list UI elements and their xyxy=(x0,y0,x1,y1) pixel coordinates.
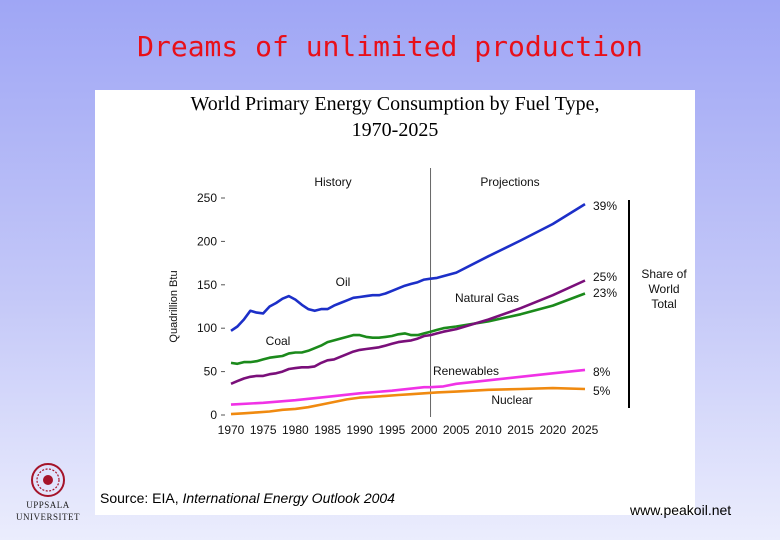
x-tick-label: 1985 xyxy=(314,423,341,437)
logo-line-2: UNIVERSITET xyxy=(16,512,80,522)
y-axis-label: Quadrillion Btu xyxy=(168,270,180,342)
projections-label: Projections xyxy=(480,175,539,189)
x-tick-label: 2025 xyxy=(572,423,599,437)
share-of-world-label: Total xyxy=(651,297,676,311)
series-label-oil: Oil xyxy=(336,275,351,289)
history-label: History xyxy=(314,175,351,189)
share-label-oil: 39% xyxy=(593,199,617,213)
series-line-natural-gas xyxy=(230,279,586,385)
uppsala-university-seal-icon xyxy=(31,463,65,497)
source-prefix: Source: EIA, xyxy=(100,490,182,506)
share-of-world-label: Share of xyxy=(641,267,687,281)
chart-title-line-1: World Primary Energy Consumption by Fuel… xyxy=(190,93,599,115)
x-tick-label: 1980 xyxy=(282,423,309,437)
source-title: International Energy Outlook 2004 xyxy=(182,490,395,506)
y-tick-label: 50 xyxy=(204,365,218,379)
x-tick-label: 2015 xyxy=(507,423,534,437)
x-tick-label: 1970 xyxy=(218,423,245,437)
share-label-coal: 23% xyxy=(593,286,617,300)
y-tick-label: 100 xyxy=(197,321,217,335)
series-line-coal xyxy=(230,292,586,366)
logo-line-1: UPPSALA xyxy=(26,500,70,510)
y-tick-label: 150 xyxy=(197,278,217,292)
series-line-oil xyxy=(230,202,586,332)
website-label: www.peakoil.net xyxy=(630,502,732,518)
y-tick-label: 250 xyxy=(197,191,217,205)
energy-consumption-chart: World Primary Energy Consumption by Fuel… xyxy=(100,93,687,506)
y-tick-label: 0 xyxy=(210,408,217,422)
chart-panel: World Primary Energy Consumption by Fuel… xyxy=(95,90,695,515)
series-line-nuclear xyxy=(230,386,586,416)
x-tick-label: 2020 xyxy=(539,423,566,437)
y-tick-label: 200 xyxy=(197,234,217,248)
x-tick-label: 2010 xyxy=(475,423,502,437)
source-note: Source: EIA, International Energy Outloo… xyxy=(100,490,395,506)
x-tick-label: 1995 xyxy=(379,423,406,437)
series-label-renewables: Renewables xyxy=(433,364,499,378)
series-label-nuclear: Nuclear xyxy=(491,393,532,407)
share-label-renewables: 8% xyxy=(593,365,611,379)
x-tick-label: 1990 xyxy=(346,423,373,437)
share-label-nuclear: 5% xyxy=(593,384,611,398)
x-tick-label: 1975 xyxy=(250,423,277,437)
share-label-natural-gas: 25% xyxy=(593,270,617,284)
x-tick-label: 2000 xyxy=(411,423,438,437)
slide-title: Dreams of unlimited production xyxy=(137,30,643,63)
series-line-renewables xyxy=(230,368,586,406)
series-label-natural-gas: Natural Gas xyxy=(455,291,519,305)
x-tick-label: 2005 xyxy=(443,423,470,437)
series-label-coal: Coal xyxy=(266,334,291,348)
share-of-world-label: World xyxy=(648,282,679,296)
chart-title-line-2: 1970-2025 xyxy=(352,119,439,141)
